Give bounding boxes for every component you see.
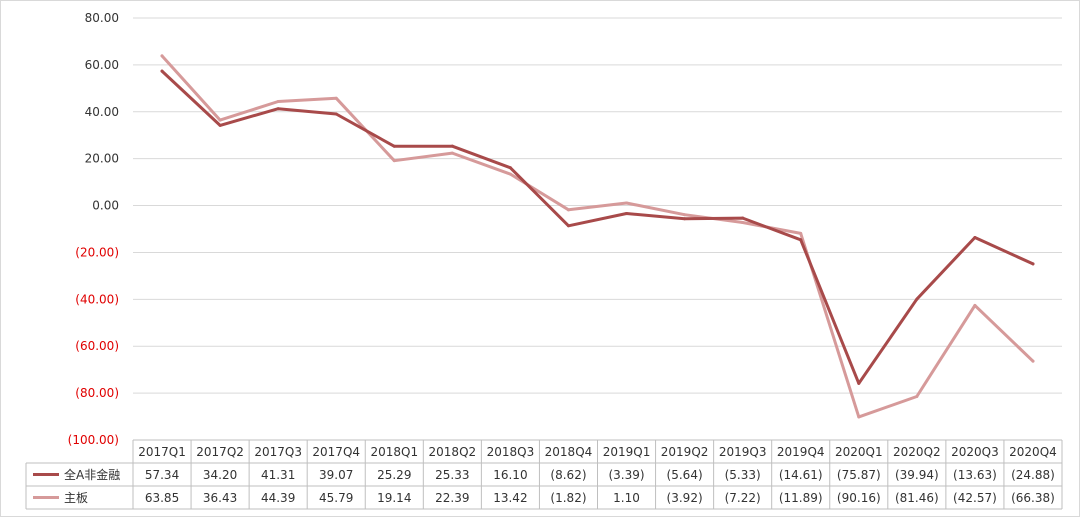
data-label: (8.62) (550, 468, 586, 482)
data-table: 2017Q1 2017Q2 2017Q3 2017Q4 2018Q1 2018Q2 2018… (25, 439, 1063, 510)
data-point (450, 151, 454, 155)
data-label: (14.61) (779, 468, 823, 482)
data-label: (24.88) (1011, 468, 1055, 482)
data-point (218, 118, 222, 122)
data-label: (1.82) (550, 491, 586, 505)
data-point (450, 144, 454, 148)
x-tick-label: 2020Q4 (1009, 445, 1057, 459)
data-label: (7.22) (725, 491, 761, 505)
data-label: 57.34 (145, 468, 179, 482)
data-point (857, 415, 861, 419)
y-tick-label: 60.00 (85, 58, 119, 72)
data-label: 1.10 (613, 491, 640, 505)
x-tick-label: 2017Q3 (254, 445, 302, 459)
x-tick-label: 2019Q1 (603, 445, 651, 459)
data-point (392, 159, 396, 163)
x-tick-label: 2017Q4 (312, 445, 360, 459)
y-tick-label: (20.00) (75, 245, 119, 259)
data-point (160, 54, 164, 58)
legend-label: 主板 (64, 491, 88, 505)
data-label: 34.20 (203, 468, 237, 482)
data-point (566, 208, 570, 212)
data-point (915, 297, 919, 301)
x-tick-label: 2020Q3 (951, 445, 999, 459)
data-point (334, 96, 338, 100)
data-label: (42.57) (953, 491, 997, 505)
data-label: (3.39) (608, 468, 644, 482)
x-tick-label: 2020Q2 (893, 445, 941, 459)
y-tick-label: (100.00) (68, 433, 119, 447)
y-tick-label: (80.00) (75, 386, 119, 400)
data-point (625, 212, 629, 216)
data-point (508, 166, 512, 170)
data-point (218, 123, 222, 127)
y-tick-label: 80.00 (85, 11, 119, 25)
data-label: 16.10 (493, 468, 527, 482)
data-label: 41.31 (261, 468, 295, 482)
data-point (392, 144, 396, 148)
x-tick-label: 2017Q1 (138, 445, 186, 459)
data-label: 44.39 (261, 491, 295, 505)
series-line-1 (160, 54, 1035, 419)
data-label: 25.33 (435, 468, 469, 482)
data-point (857, 381, 861, 385)
data-point (683, 217, 687, 221)
x-tick-label: 2019Q2 (661, 445, 709, 459)
data-label: 45.79 (319, 491, 353, 505)
y-tick-label: (40.00) (75, 292, 119, 306)
data-point (799, 231, 803, 235)
data-point (973, 236, 977, 240)
data-label: 39.07 (319, 468, 353, 482)
legend-label: 全A非金融 (64, 467, 120, 482)
data-point (276, 107, 280, 111)
data-point (1031, 262, 1035, 266)
data-point (741, 216, 745, 220)
data-label: (5.64) (667, 468, 703, 482)
x-tick-label: 2019Q4 (777, 445, 825, 459)
series-line-0 (160, 69, 1035, 385)
data-point (508, 172, 512, 176)
data-point (276, 99, 280, 103)
data-label: 22.39 (435, 491, 469, 505)
x-tick-label: 2018Q3 (487, 445, 535, 459)
data-label: 13.42 (493, 491, 527, 505)
y-tick-label: 0.00 (92, 199, 119, 213)
data-point (741, 220, 745, 224)
data-label: (90.16) (837, 491, 881, 505)
y-tick-label: (60.00) (75, 339, 119, 353)
x-tick-label: 2018Q2 (429, 445, 477, 459)
y-tick-label: 40.00 (85, 105, 119, 119)
data-label: (11.89) (779, 491, 823, 505)
data-label: (66.38) (1011, 491, 1055, 505)
x-tick-label: 2018Q4 (545, 445, 593, 459)
x-tick-label: 2018Q1 (370, 445, 418, 459)
data-point (566, 224, 570, 228)
data-point (915, 395, 919, 399)
data-point (160, 69, 164, 73)
data-label: (3.92) (667, 491, 703, 505)
y-axis-ticks: 80.00 60.00 40.00 20.00 0.00 (20.00) (40.00) (6… (68, 11, 119, 447)
y-tick-label: 20.00 (85, 152, 119, 166)
data-label: (13.63) (953, 468, 997, 482)
data-point (973, 303, 977, 307)
series-lines (160, 54, 1035, 419)
x-tick-label: 2019Q3 (719, 445, 767, 459)
data-point (1031, 359, 1035, 363)
data-point (334, 112, 338, 116)
data-label: (81.46) (895, 491, 939, 505)
data-label: 25.29 (377, 468, 411, 482)
data-point (683, 213, 687, 217)
data-point (799, 238, 803, 242)
data-label: 19.14 (377, 491, 411, 505)
data-point (625, 201, 629, 205)
data-label: 63.85 (145, 491, 179, 505)
data-label: (5.33) (725, 468, 761, 482)
data-label: (39.94) (895, 468, 939, 482)
data-label: (75.87) (837, 468, 881, 482)
x-tick-label: 2020Q1 (835, 445, 883, 459)
data-label: 36.43 (203, 491, 237, 505)
x-tick-label: 2017Q2 (196, 445, 244, 459)
